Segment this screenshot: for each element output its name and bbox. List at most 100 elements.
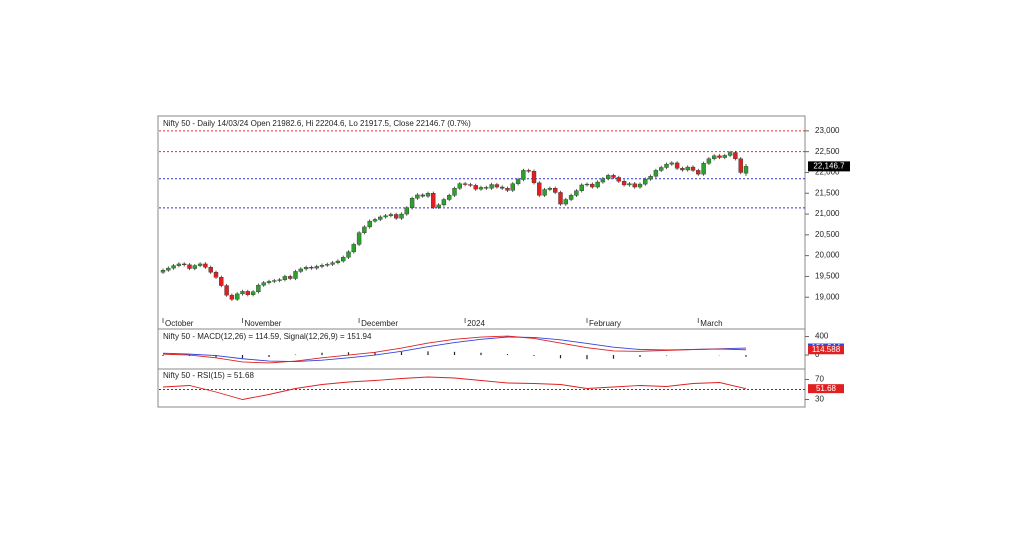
y-tick-label: 20,000 bbox=[815, 251, 840, 260]
value-badge-label: 114.588 bbox=[812, 345, 841, 354]
candle-body bbox=[612, 175, 616, 177]
y-tick-label: 70 bbox=[815, 375, 824, 384]
value-badge-label: 51.68 bbox=[816, 384, 837, 393]
histogram-bar bbox=[321, 353, 322, 355]
candle-body bbox=[574, 191, 578, 196]
candle-body bbox=[696, 170, 700, 174]
histogram-bar bbox=[745, 355, 746, 357]
candle-body bbox=[474, 185, 478, 189]
candle-body bbox=[453, 188, 457, 195]
candle-body bbox=[744, 166, 748, 173]
candle-body bbox=[410, 198, 414, 208]
candle-body bbox=[161, 270, 165, 272]
histogram-bar bbox=[560, 355, 561, 358]
candle-body bbox=[548, 188, 552, 189]
candle-body bbox=[373, 219, 377, 221]
candle-body bbox=[712, 156, 716, 159]
candle-body bbox=[665, 164, 669, 167]
histogram-bar bbox=[162, 355, 163, 356]
candle-body bbox=[718, 156, 722, 158]
candle-body bbox=[188, 265, 192, 269]
y-tick-label: 21,000 bbox=[815, 209, 840, 218]
candle-body bbox=[405, 208, 409, 214]
candle-body bbox=[643, 179, 647, 184]
candle-body bbox=[426, 193, 430, 196]
candle-body bbox=[278, 280, 282, 281]
candle-body bbox=[707, 159, 711, 164]
candle-body bbox=[617, 177, 621, 181]
y-tick-label: 400 bbox=[815, 332, 829, 341]
y-tick-label: 19,000 bbox=[815, 292, 840, 301]
candle-body bbox=[362, 227, 366, 233]
candle-body bbox=[235, 294, 239, 299]
candle-body bbox=[733, 153, 737, 159]
candle-body bbox=[506, 188, 510, 190]
candle-body bbox=[543, 190, 547, 196]
histogram-bar bbox=[427, 351, 428, 355]
last-price-label: 22,146.7 bbox=[813, 161, 845, 170]
candle-body bbox=[283, 276, 287, 279]
candle-body bbox=[421, 195, 425, 196]
candle-body bbox=[246, 291, 250, 294]
candle-body bbox=[288, 276, 292, 278]
histogram-bar bbox=[586, 355, 587, 359]
candle-body bbox=[622, 181, 626, 185]
candle-body bbox=[352, 244, 356, 251]
candle-body bbox=[659, 167, 663, 170]
candle-body bbox=[299, 269, 303, 271]
candle-body bbox=[649, 176, 653, 179]
x-tick-label: November bbox=[245, 319, 282, 328]
candle-body bbox=[304, 267, 308, 269]
candle-body bbox=[241, 291, 245, 293]
candle-body bbox=[564, 199, 568, 204]
candle-body bbox=[585, 184, 589, 185]
candle-body bbox=[521, 170, 525, 179]
candle-body bbox=[490, 185, 494, 189]
candle-body bbox=[686, 167, 690, 170]
candle-body bbox=[633, 184, 637, 187]
candle-body bbox=[553, 188, 557, 192]
histogram-bar bbox=[268, 355, 269, 357]
candle-body bbox=[495, 185, 499, 187]
candle-body bbox=[638, 184, 642, 187]
candle-body bbox=[357, 233, 361, 245]
candle-body bbox=[590, 184, 594, 187]
candle-body bbox=[209, 267, 213, 272]
candle-body bbox=[251, 292, 255, 295]
y-tick-label: 23,000 bbox=[815, 126, 840, 135]
candle-body bbox=[670, 163, 674, 164]
candle-body bbox=[193, 266, 197, 269]
candle-body bbox=[214, 272, 218, 277]
histogram-bar bbox=[242, 355, 243, 358]
candle-body bbox=[447, 195, 451, 199]
candle-body bbox=[400, 214, 404, 218]
candle-body bbox=[532, 171, 536, 183]
candle-body bbox=[219, 277, 223, 285]
x-tick-label: March bbox=[700, 319, 722, 328]
candle-body bbox=[527, 170, 531, 171]
candle-body bbox=[347, 252, 351, 257]
candle-body bbox=[294, 271, 298, 278]
candle-body bbox=[606, 175, 610, 178]
candle-body bbox=[627, 184, 631, 185]
histogram-bar bbox=[639, 355, 640, 357]
candle-body bbox=[431, 193, 435, 207]
candle-body bbox=[166, 268, 170, 270]
candle-body bbox=[537, 183, 541, 195]
candle-body bbox=[601, 179, 605, 182]
histogram-bar bbox=[507, 354, 508, 355]
candle-body bbox=[728, 153, 732, 156]
candle-body bbox=[225, 286, 229, 296]
candle-body bbox=[463, 184, 467, 185]
candle-body bbox=[511, 184, 515, 191]
candle-body bbox=[437, 205, 441, 207]
candle-body bbox=[468, 185, 472, 186]
candle-body bbox=[559, 192, 563, 204]
candle-body bbox=[569, 195, 573, 199]
y-tick-label: 20,500 bbox=[815, 230, 840, 239]
candle-body bbox=[341, 257, 345, 261]
x-tick-label: October bbox=[165, 319, 194, 328]
candle-body bbox=[384, 216, 388, 217]
candle-body bbox=[177, 264, 181, 266]
